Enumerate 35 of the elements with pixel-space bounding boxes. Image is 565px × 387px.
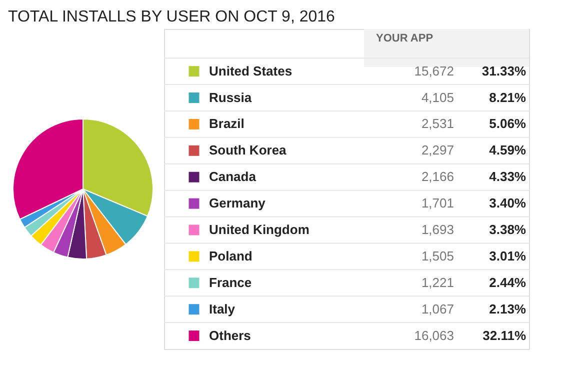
data-label: 4,105 bbox=[421, 90, 454, 105]
legend-label: Russia bbox=[209, 90, 252, 105]
data-label: 2,166 bbox=[421, 169, 454, 184]
legend-label: Others bbox=[209, 328, 251, 343]
data-label: 1,221 bbox=[421, 274, 454, 290]
text: YOUR APP bbox=[376, 32, 434, 44]
data-label: 1,067 bbox=[421, 301, 454, 316]
text: 8.21% bbox=[489, 90, 526, 105]
data-label: 2,297 bbox=[421, 142, 454, 158]
text: 2.13% bbox=[489, 301, 526, 316]
text: 4.33% bbox=[489, 169, 526, 184]
data-label: 16,063 bbox=[414, 328, 454, 343]
data-label: 1,701 bbox=[421, 196, 454, 211]
text: 3.38% bbox=[489, 222, 526, 237]
legend-label: United Kingdom bbox=[209, 222, 310, 237]
text: 31.33% bbox=[482, 63, 526, 78]
legend-label: South Korea bbox=[209, 142, 288, 158]
data-label: 1,693 bbox=[421, 222, 454, 237]
text: 3.01% bbox=[489, 248, 526, 264]
text: 3.40% bbox=[489, 196, 526, 211]
data-label: 15,672 bbox=[414, 63, 454, 78]
text: 2.44% bbox=[489, 274, 526, 290]
data-label: 2,531 bbox=[421, 116, 454, 132]
legend-label: France bbox=[209, 274, 252, 290]
legend-label: Poland bbox=[209, 248, 252, 264]
legend-label: Canada bbox=[209, 169, 257, 184]
text: 5.06% bbox=[489, 116, 526, 132]
legend-label: Germany bbox=[209, 196, 266, 211]
legend-label: United States bbox=[209, 63, 292, 78]
text: 4.59% bbox=[489, 142, 526, 158]
chart-title: TOTAL INSTALLS BY USER ON OCT 9, 2016 bbox=[8, 8, 336, 26]
data-label: 1,505 bbox=[421, 248, 454, 264]
legend-label: Italy bbox=[209, 301, 236, 316]
legend-label: Brazil bbox=[209, 116, 244, 132]
text: 32.11% bbox=[482, 328, 526, 343]
